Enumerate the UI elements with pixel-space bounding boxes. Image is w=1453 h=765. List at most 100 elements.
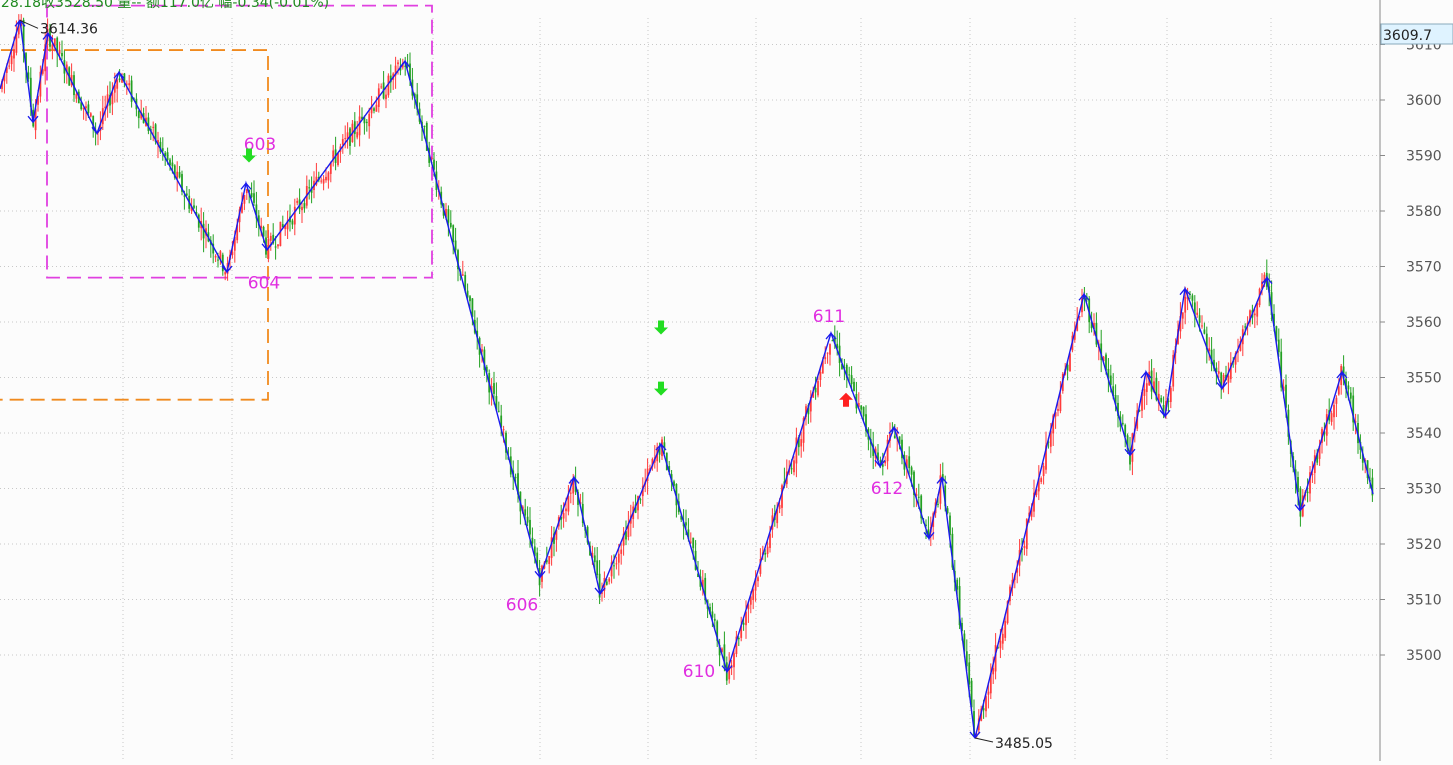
- candle-body: [1033, 492, 1035, 512]
- candle-body: [1150, 370, 1153, 392]
- y-axis-panel: [1381, 0, 1453, 761]
- candle-body: [1121, 422, 1124, 425]
- y-tick-label: 3540: [1406, 426, 1442, 442]
- candle-body: [1337, 386, 1340, 395]
- y-tick-label: 3520: [1406, 537, 1442, 553]
- candle-body: [622, 533, 625, 546]
- candle-body: [901, 439, 903, 459]
- candle-body: [548, 555, 551, 565]
- candle-body: [1069, 353, 1071, 372]
- candle-body: [1153, 381, 1155, 393]
- candle-body: [617, 553, 620, 563]
- candle-body: [1333, 404, 1335, 418]
- candle-body: [454, 240, 457, 251]
- candle-body: [1349, 392, 1352, 399]
- candle-body: [253, 193, 255, 203]
- pivot-arrow: [888, 426, 900, 434]
- candle-body: [704, 577, 707, 601]
- candle-body: [675, 484, 678, 506]
- candle-body: [925, 524, 927, 526]
- candle-body: [1102, 356, 1105, 362]
- candle-body: [915, 493, 918, 497]
- candle-body: [747, 604, 750, 610]
- candle-body: [1203, 329, 1206, 334]
- candle-body: [99, 123, 102, 131]
- candle-body: [123, 73, 126, 82]
- candle-body: [118, 78, 121, 81]
- candle-body: [279, 221, 282, 247]
- candle-body: [848, 374, 851, 376]
- candle-body: [908, 456, 911, 469]
- candle-body: [385, 94, 387, 100]
- candle-body: [1282, 386, 1285, 391]
- magenta-box: [46, 4, 433, 279]
- candle-body: [545, 559, 548, 563]
- candle-body: [742, 622, 745, 625]
- candle-body: [1169, 387, 1172, 403]
- candle-body: [872, 444, 875, 456]
- candle-body: [178, 172, 181, 178]
- candle-body: [1352, 395, 1355, 423]
- candle-body: [1263, 274, 1266, 281]
- pivot-arrow: [42, 32, 54, 40]
- extreme-price-label: 3614.36: [40, 21, 98, 37]
- candle-body: [692, 537, 695, 549]
- candle-body: [627, 523, 630, 537]
- candle-body: [533, 546, 536, 556]
- candle-body: [689, 541, 692, 543]
- candle-body: [593, 555, 596, 563]
- candle-body: [721, 648, 723, 653]
- candle-body: [173, 165, 176, 178]
- candle-body: [233, 236, 236, 251]
- candle-body: [1210, 349, 1213, 364]
- candle-body: [838, 345, 841, 363]
- candle-body: [1280, 351, 1283, 388]
- pivot-arrow: [27, 115, 39, 124]
- candle-body: [884, 461, 887, 464]
- candle-body: [951, 533, 954, 568]
- candle-body: [687, 529, 690, 539]
- candle-body: [668, 466, 671, 473]
- candle-body: [987, 691, 990, 695]
- candle-body: [1172, 354, 1175, 387]
- candle-body: [625, 531, 627, 540]
- candle-body: [865, 414, 867, 432]
- candle-body: [80, 102, 83, 110]
- candle-body: [344, 138, 347, 140]
- candle-body: [778, 504, 781, 510]
- candle-body: [1220, 372, 1223, 387]
- candle-body: [1117, 402, 1119, 416]
- candle-body: [541, 565, 543, 582]
- candle-body: [1114, 395, 1117, 405]
- candle-body: [224, 272, 227, 275]
- candle-body: [776, 509, 779, 524]
- candle-body: [1047, 441, 1050, 443]
- candle-body: [757, 577, 759, 582]
- candle-body: [553, 533, 555, 544]
- candle-body: [409, 63, 411, 81]
- candle-body: [1100, 343, 1103, 361]
- candle-body: [147, 117, 150, 131]
- candle-body: [1083, 298, 1086, 300]
- candle-body: [608, 578, 611, 582]
- candle-body: [728, 664, 731, 680]
- candle-body: [536, 552, 539, 568]
- candle-body: [716, 621, 719, 641]
- candle-body: [39, 71, 42, 97]
- candle-body: [1270, 292, 1273, 315]
- candle-body: [514, 477, 517, 479]
- candle-body: [917, 496, 920, 498]
- candle-body: [517, 473, 519, 495]
- pivot-arrow: [113, 71, 125, 79]
- candle-body: [913, 471, 915, 495]
- y-tick-label: 3550: [1406, 371, 1442, 387]
- candle-body: [961, 622, 963, 631]
- candle-body: [327, 172, 330, 181]
- candle-body: [152, 126, 155, 129]
- candle-body: [497, 410, 500, 412]
- candle-body: [361, 116, 363, 120]
- candle-body: [958, 586, 961, 626]
- candle-body: [963, 633, 966, 652]
- candle-body: [1057, 409, 1059, 411]
